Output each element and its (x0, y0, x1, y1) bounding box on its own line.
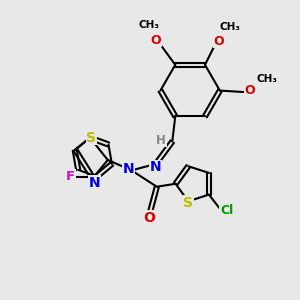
Text: Cl: Cl (220, 204, 233, 218)
Text: CH₃: CH₃ (138, 20, 159, 30)
Text: N: N (150, 160, 162, 174)
Text: H: H (156, 134, 166, 147)
Text: O: O (151, 34, 161, 46)
Text: CH₃: CH₃ (220, 22, 241, 32)
Text: N: N (88, 176, 100, 190)
Text: S: S (86, 131, 96, 145)
Text: N: N (123, 162, 134, 176)
Text: CH₃: CH₃ (256, 74, 277, 84)
Text: O: O (143, 211, 155, 225)
Text: O: O (214, 34, 224, 47)
Text: S: S (183, 196, 193, 210)
Text: F: F (66, 170, 75, 183)
Text: O: O (245, 84, 256, 97)
